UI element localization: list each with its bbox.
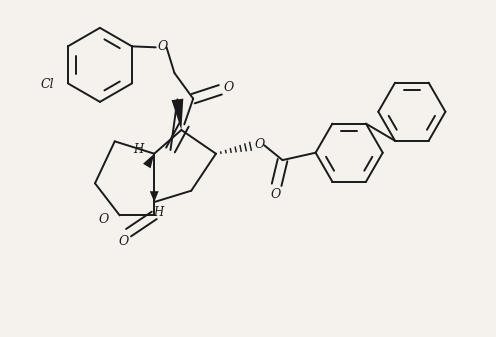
Text: H: H — [153, 207, 163, 219]
Text: O: O — [270, 188, 281, 201]
Text: O: O — [99, 213, 109, 226]
Text: O: O — [254, 138, 264, 151]
Text: O: O — [157, 40, 168, 53]
Polygon shape — [150, 191, 159, 202]
Text: Cl: Cl — [41, 78, 54, 91]
Text: O: O — [119, 235, 129, 248]
Polygon shape — [143, 154, 154, 168]
Polygon shape — [172, 99, 184, 130]
Text: O: O — [223, 81, 233, 94]
Text: H: H — [133, 143, 143, 156]
